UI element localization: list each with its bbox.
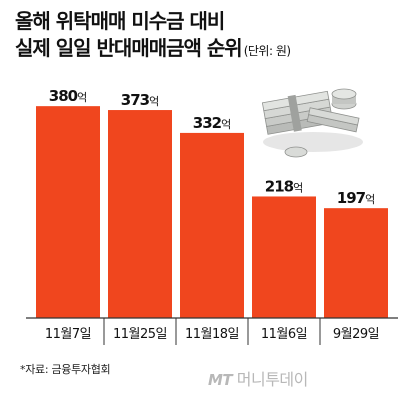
bar-4 bbox=[252, 196, 316, 318]
value-label-4: 218억 bbox=[265, 177, 303, 195]
chart-title: 올해 위탁매매 미수금 대비 실제 일일 반대매매금액 순위 (단위: 원) bbox=[15, 8, 405, 65]
value-label-2: 373억 bbox=[121, 91, 159, 109]
source-note: *자료: 금융투자협회 bbox=[20, 363, 111, 376]
bar-2 bbox=[108, 110, 172, 319]
value-label-5: 197억 bbox=[337, 189, 375, 207]
title-line-2-text: 실제 일일 반대매매금액 순위 bbox=[15, 36, 243, 60]
credit-name: 머니투데이 bbox=[236, 370, 309, 389]
title-line-2: 실제 일일 반대매매금액 순위 (단위: 원) bbox=[15, 35, 405, 65]
category-label-1: 11월7일 bbox=[45, 327, 91, 342]
value-label-1: 380억 bbox=[49, 87, 87, 105]
category-label-2: 11월25일 bbox=[113, 327, 167, 342]
credit-watermark: MT 머니투데이 bbox=[208, 366, 308, 390]
title-line-1: 올해 위탁매매 미수금 대비 bbox=[15, 9, 225, 33]
credit-logo: MT bbox=[208, 371, 233, 389]
category-label-5: 9월29일 bbox=[333, 327, 379, 342]
value-label-3: 332억 bbox=[193, 114, 231, 132]
category-label-4: 11월6일 bbox=[261, 327, 307, 342]
money-stack-icon bbox=[261, 88, 363, 158]
unit-label: (단위: 원) bbox=[243, 44, 291, 58]
bar-1 bbox=[36, 106, 100, 319]
bar-5 bbox=[324, 208, 388, 318]
bar-3 bbox=[180, 132, 244, 318]
category-label-3: 11월18일 bbox=[185, 327, 239, 342]
